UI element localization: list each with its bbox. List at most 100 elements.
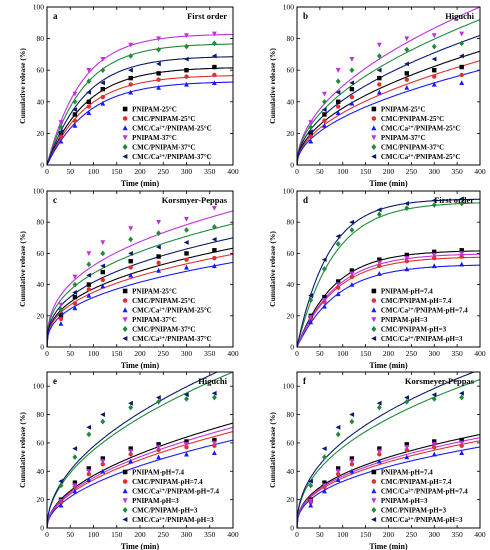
data-point: [335, 68, 341, 73]
data-point: [128, 259, 133, 264]
legend-marker: [122, 307, 128, 313]
legend-label: CMC/Ca²⁺/PNIPAM-pH=3: [381, 516, 463, 524]
data-point: [349, 86, 355, 92]
plot-frame: [296, 371, 481, 529]
x-tick-label: 250: [406, 349, 418, 358]
data-point: [184, 396, 189, 402]
panel-label: f: [303, 376, 307, 386]
data-point: [100, 80, 105, 86]
fit-curve: [297, 378, 480, 528]
data-point: [155, 395, 161, 400]
legend-label: CMC/PNIPAM-pH=3: [132, 507, 198, 515]
data-point: [86, 424, 92, 430]
data-point: [72, 107, 78, 113]
legend-label: PNIPAM-37°C: [132, 134, 177, 142]
legend-label: PNIPAM-25°C: [381, 106, 426, 114]
legend-marker: [371, 507, 377, 513]
data-point: [459, 40, 465, 47]
legend-label: PNIPAM-pH=3: [381, 497, 428, 505]
x-tick-label: 250: [406, 167, 418, 176]
x-tick-label: 50: [67, 530, 75, 539]
data-point: [321, 446, 327, 452]
series-markers: [308, 200, 465, 304]
data-point: [432, 74, 437, 79]
fit-curve: [297, 446, 480, 528]
data-point: [322, 98, 327, 105]
data-point: [86, 78, 92, 85]
x-tick-label: 100: [88, 349, 100, 358]
data-point: [349, 459, 355, 464]
x-tick-label: 200: [383, 349, 395, 358]
data-point: [100, 100, 106, 106]
legend-marker: [371, 116, 377, 121]
series-markers: [58, 248, 217, 318]
series-markers: [308, 440, 465, 504]
x-tick-label: 350: [204, 530, 216, 539]
fit-curve: [297, 198, 480, 347]
fit-curve: [47, 253, 233, 347]
data-point: [184, 43, 189, 50]
data-point: [376, 42, 382, 48]
data-point: [308, 319, 314, 325]
legend-marker: [122, 469, 128, 475]
data-point: [459, 196, 464, 202]
x-tick-label: 200: [134, 167, 146, 176]
fit-curve: [47, 33, 233, 165]
data-point: [183, 392, 189, 398]
series-markers: [58, 255, 217, 322]
y-tick-label: 0: [40, 524, 44, 533]
data-point: [335, 233, 341, 239]
data-point: [308, 498, 314, 504]
data-point: [322, 454, 327, 460]
legend-marker: [122, 135, 128, 141]
x-tick-label: 200: [383, 167, 395, 176]
data-point: [404, 444, 410, 450]
data-point: [322, 118, 327, 123]
legend-marker: [371, 307, 377, 313]
legend-label: CMC/PNIPAM-25°C: [132, 115, 195, 123]
panel-label: b: [303, 11, 308, 21]
legend-label: CMC/Ca²⁺/PNIPAM-pH=7.4: [381, 307, 468, 315]
data-point: [58, 498, 64, 504]
x-tick-label: 100: [337, 349, 349, 358]
data-point: [308, 297, 314, 304]
data-point: [58, 138, 64, 144]
fit-curve: [297, 250, 480, 347]
data-point: [404, 36, 410, 42]
data-point: [211, 31, 217, 37]
data-point: [86, 251, 92, 257]
series-markers: [58, 40, 217, 130]
x-tick-label: 0: [295, 349, 299, 358]
data-point: [404, 398, 410, 405]
data-point: [184, 81, 189, 87]
data-point: [156, 267, 162, 273]
data-point: [100, 240, 106, 246]
plot-frame: [46, 190, 234, 348]
legend-label: CMC/PNIPAM-37°C: [132, 144, 195, 152]
x-tick-label: 100: [337, 167, 349, 176]
fit-curve: [47, 223, 233, 347]
data-point: [184, 68, 189, 73]
x-tick-label: 150: [360, 167, 372, 176]
data-point: [100, 67, 106, 74]
x-tick-label: 350: [204, 349, 216, 358]
data-point: [335, 291, 341, 297]
data-point: [184, 74, 189, 79]
data-point: [58, 311, 64, 317]
data-point: [335, 282, 341, 288]
data-point: [184, 257, 189, 262]
data-point: [184, 442, 189, 447]
data-point: [72, 118, 78, 123]
data-point: [184, 444, 189, 450]
data-point: [156, 444, 162, 450]
data-point: [404, 84, 410, 90]
y-axis-label: Cumulative release (%): [268, 231, 277, 307]
fit-curve: [297, 440, 480, 528]
x-tick-label: 400: [227, 349, 239, 358]
data-point: [349, 271, 355, 277]
data-point: [128, 89, 134, 95]
data-point: [211, 224, 217, 230]
y-tick-label: 20: [287, 129, 295, 138]
